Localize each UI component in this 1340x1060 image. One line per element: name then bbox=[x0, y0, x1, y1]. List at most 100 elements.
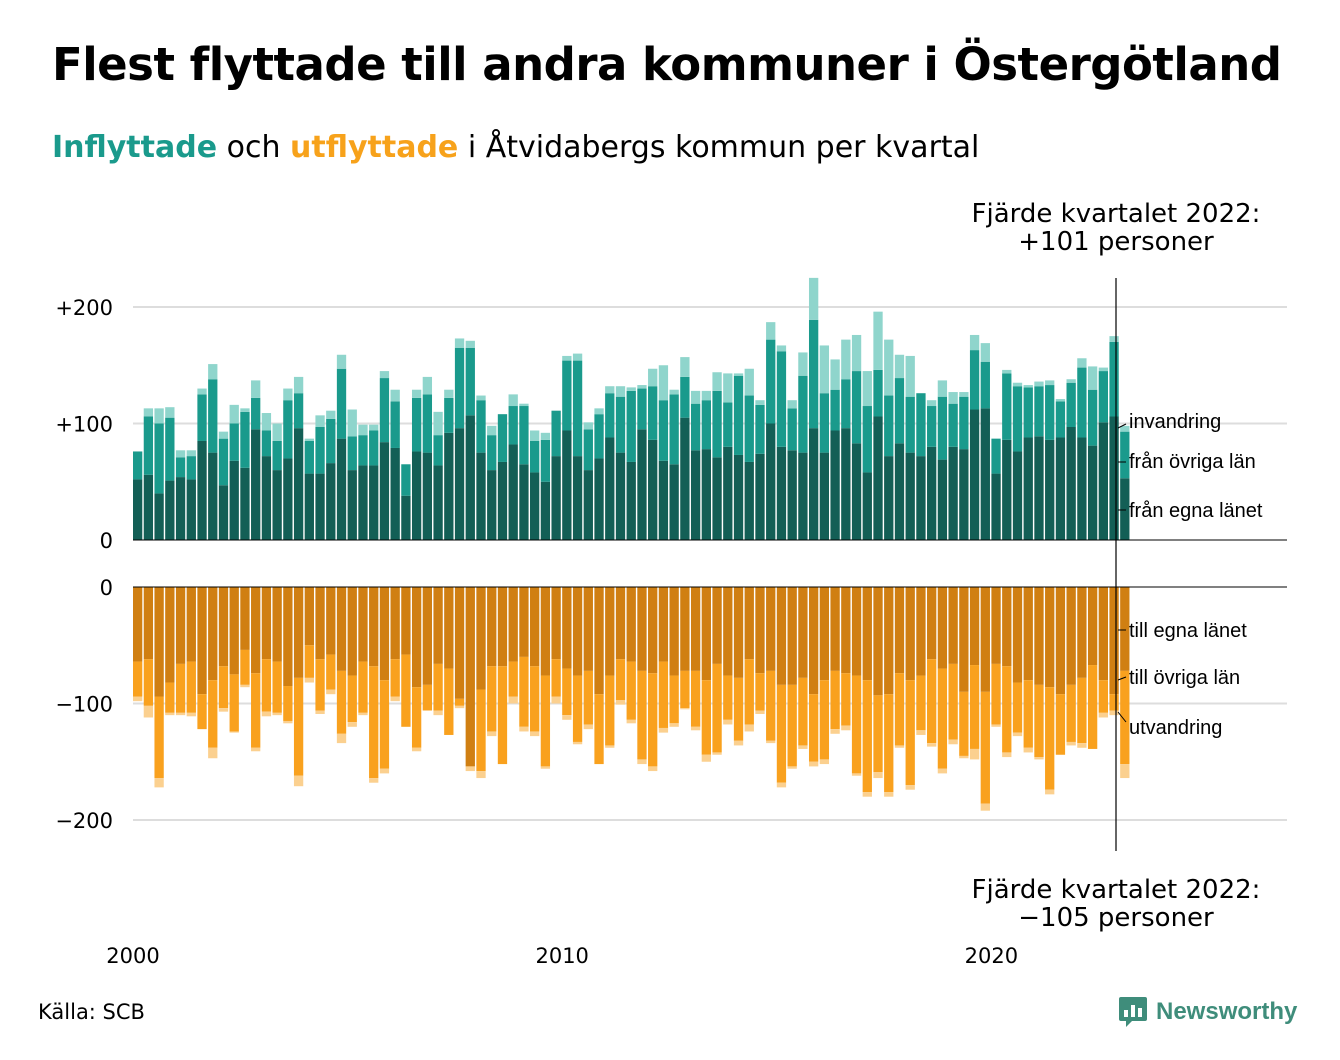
bar-in-3 bbox=[755, 400, 765, 405]
bar-out-2 bbox=[454, 698, 465, 706]
bar-in-2 bbox=[690, 403, 701, 451]
bar-in-2 bbox=[165, 417, 175, 481]
bar-in-2 bbox=[326, 418, 336, 464]
bar-out-3 bbox=[605, 745, 615, 748]
bar-out-2 bbox=[336, 670, 347, 734]
bar-in-1 bbox=[208, 452, 218, 540]
bar-out-1 bbox=[980, 587, 990, 692]
bar-out-1 bbox=[293, 587, 304, 678]
bar-out-1 bbox=[519, 587, 529, 657]
bar-in-1 bbox=[1034, 436, 1044, 540]
bar-in-1 bbox=[1055, 437, 1066, 540]
bar-in-3 bbox=[948, 392, 958, 404]
bar-out-1 bbox=[701, 587, 711, 681]
bar-in-2 bbox=[283, 400, 293, 459]
bar-out-3 bbox=[369, 778, 379, 783]
bar-in-1 bbox=[272, 470, 282, 540]
bar-in-3 bbox=[175, 450, 186, 458]
bar-in-1 bbox=[175, 477, 186, 540]
bar-in-1 bbox=[690, 450, 701, 540]
bar-out-1 bbox=[369, 587, 379, 667]
bar-in-1 bbox=[411, 451, 422, 540]
bar-in-2 bbox=[669, 394, 679, 465]
logo-text: Newsworthy bbox=[1156, 998, 1298, 1025]
bar-out-2 bbox=[605, 675, 615, 746]
bar-out-1 bbox=[508, 587, 518, 662]
bar-out-2 bbox=[733, 677, 744, 741]
bar-in-1 bbox=[154, 493, 164, 540]
bar-out-2 bbox=[519, 656, 529, 727]
bar-in-3 bbox=[766, 322, 776, 340]
bar-in-1 bbox=[755, 453, 765, 540]
bar-in-1 bbox=[336, 438, 347, 540]
bar-out-1 bbox=[208, 587, 218, 681]
bar-in-1 bbox=[766, 423, 776, 540]
bar-in-3 bbox=[658, 365, 669, 401]
bar-out-2 bbox=[551, 659, 561, 697]
bar-out-1 bbox=[894, 587, 905, 674]
bar-in-2 bbox=[175, 457, 186, 478]
bar-in-1 bbox=[648, 439, 658, 540]
source-note: Källa: SCB bbox=[38, 1000, 145, 1024]
bar-out-2 bbox=[894, 673, 905, 746]
bar-in-3 bbox=[465, 340, 475, 348]
bar-in-2 bbox=[530, 440, 540, 473]
bar-in-1 bbox=[830, 430, 840, 540]
bar-out-3 bbox=[304, 677, 314, 683]
bar-out-1 bbox=[819, 587, 830, 681]
bar-out-2 bbox=[927, 659, 937, 744]
bar-out-3 bbox=[1012, 732, 1023, 737]
bar-out-3 bbox=[572, 741, 583, 745]
bar-in-3 bbox=[411, 389, 422, 398]
bar-out-2 bbox=[476, 689, 486, 772]
bar-in-3 bbox=[1012, 382, 1023, 387]
bar-out-3 bbox=[969, 748, 980, 760]
series-label-in: invandring bbox=[1129, 411, 1221, 433]
bar-out-1 bbox=[240, 587, 250, 650]
chart-labels: +200 +100 0 0 −100 −200 2000 2010 2020 Fjärde kva… bbox=[55, 199, 1263, 968]
bar-out-2 bbox=[1034, 684, 1044, 758]
bar-out-3 bbox=[540, 766, 551, 769]
bar-out-1 bbox=[798, 587, 808, 678]
bar-in-2 bbox=[798, 375, 808, 453]
bar-in-3 bbox=[315, 415, 325, 427]
bar-in-1 bbox=[862, 472, 872, 540]
bar-in-3 bbox=[605, 386, 615, 394]
bar-out-1 bbox=[1002, 587, 1012, 667]
bar-in-2 bbox=[873, 369, 883, 417]
bar-in-3 bbox=[186, 450, 196, 457]
bar-out-1 bbox=[755, 587, 765, 674]
bar-out-3 bbox=[916, 730, 926, 735]
inflyttade-bars bbox=[133, 277, 1130, 540]
bar-in-3 bbox=[1087, 366, 1098, 390]
bar-out-1 bbox=[1045, 587, 1055, 688]
bar-out-3 bbox=[326, 689, 336, 695]
bar-in-3 bbox=[272, 423, 282, 441]
bar-in-2 bbox=[723, 402, 733, 447]
bar-out-3 bbox=[530, 731, 540, 737]
bar-in-3 bbox=[444, 389, 454, 398]
bar-out-1 bbox=[1055, 587, 1066, 695]
bar-in-3 bbox=[208, 364, 218, 380]
bar-in-2 bbox=[1055, 401, 1066, 438]
bar-out-2 bbox=[240, 649, 250, 685]
bar-out-2 bbox=[572, 675, 583, 742]
bar-out-1 bbox=[165, 587, 175, 683]
bar-out-1 bbox=[583, 587, 593, 671]
bar-in-3 bbox=[798, 352, 808, 376]
bar-out-1 bbox=[304, 587, 314, 646]
bar-out-1 bbox=[637, 587, 647, 671]
bar-out-1 bbox=[680, 587, 690, 671]
bar-in-1 bbox=[261, 456, 272, 540]
bar-in-2 bbox=[551, 410, 561, 457]
bar-out-1 bbox=[315, 587, 325, 660]
bar-in-1 bbox=[347, 470, 357, 540]
bar-out-3 bbox=[433, 710, 443, 716]
bar-in-1 bbox=[808, 428, 819, 540]
bar-in-2 bbox=[251, 397, 261, 430]
bar-out-3 bbox=[562, 715, 572, 720]
bar-in-1 bbox=[315, 473, 325, 540]
bar-out-2 bbox=[1077, 677, 1087, 744]
bar-in-1 bbox=[487, 470, 497, 540]
bar-in-2 bbox=[969, 350, 980, 410]
